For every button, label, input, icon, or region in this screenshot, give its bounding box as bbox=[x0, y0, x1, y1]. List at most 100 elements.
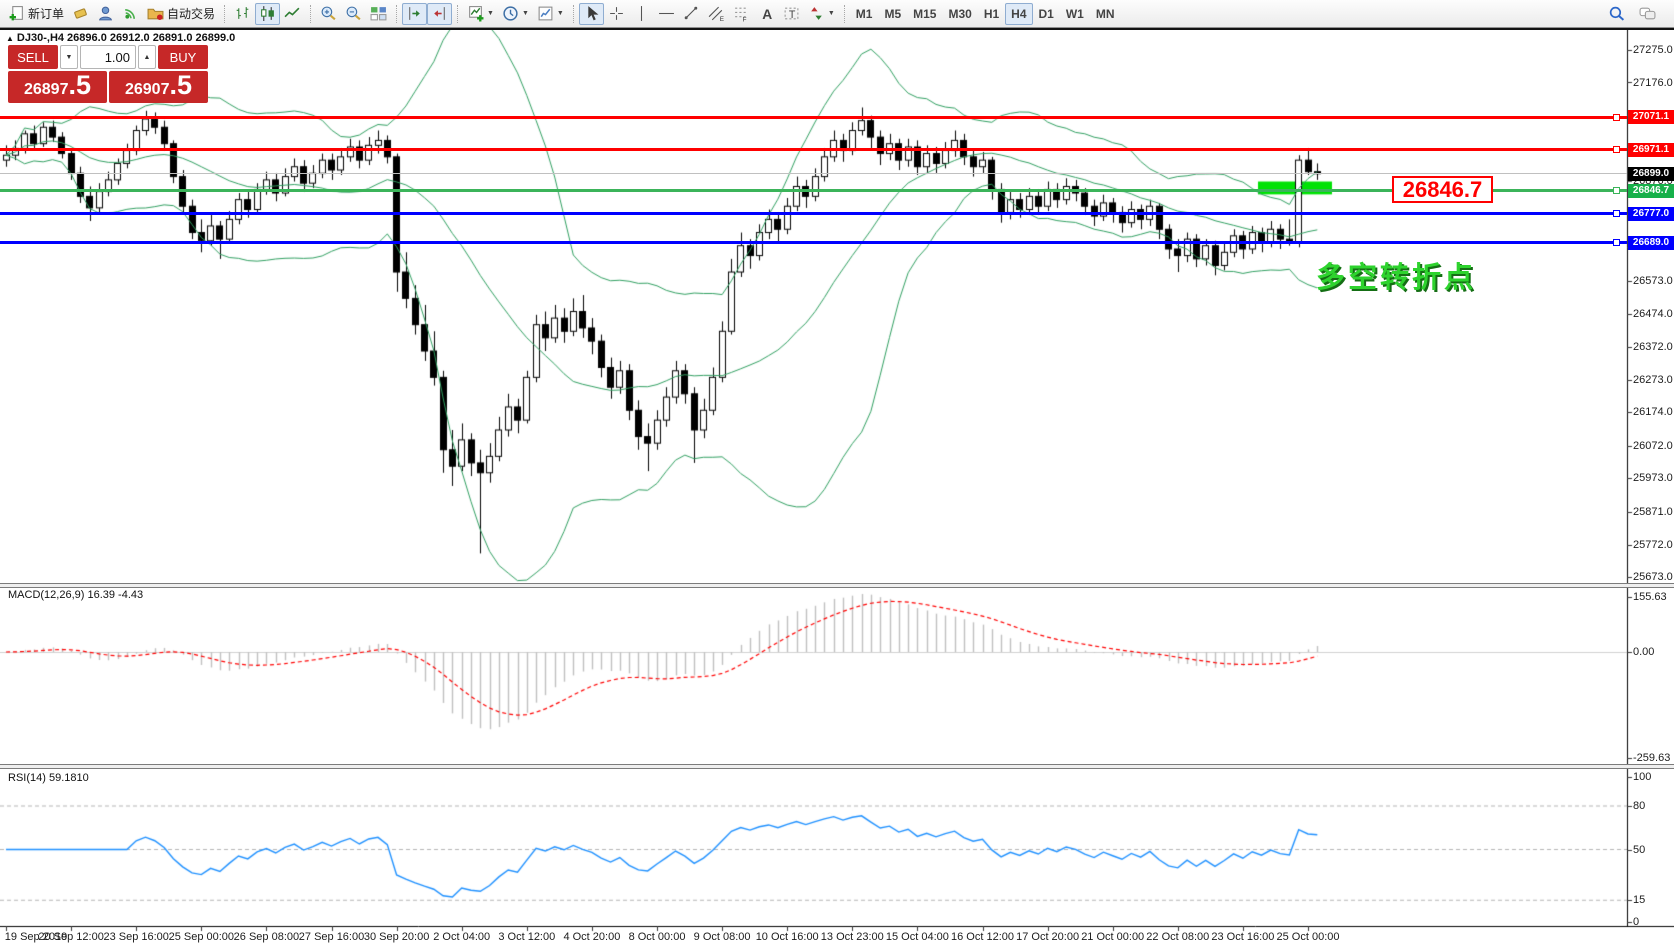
timeframe-m15-button[interactable]: M15 bbox=[907, 3, 942, 25]
chat-button[interactable] bbox=[1635, 3, 1660, 25]
resistance-line-27071[interactable] bbox=[0, 115, 1627, 119]
sell-price-tile[interactable]: 26897.5 bbox=[8, 71, 107, 103]
arrows-icon bbox=[808, 5, 825, 22]
zoom-out-button[interactable] bbox=[341, 3, 366, 25]
sell-price-main: 26897 bbox=[23, 81, 69, 98]
time-axis[interactable]: 19 Sep 2019 20 Sep 12:00 23 Sep 16:00 25 Se… bbox=[0, 928, 1627, 948]
timeframe-h1-button[interactable]: H1 bbox=[978, 3, 1005, 25]
periods-button[interactable]: ▼ bbox=[498, 3, 533, 25]
cross-icon bbox=[608, 5, 625, 22]
equidistant-channel-button[interactable] bbox=[704, 3, 729, 25]
arrows-button[interactable]: ▼ bbox=[804, 3, 839, 25]
eraser-button[interactable] bbox=[68, 3, 93, 25]
toolbar-separator bbox=[843, 4, 845, 23]
price-tick-label: 25772.0 bbox=[1633, 538, 1673, 551]
pivot-line-26846-anchor[interactable] bbox=[1613, 187, 1620, 195]
profile-button[interactable] bbox=[93, 3, 118, 25]
new-order-button-label: 新订单 bbox=[28, 7, 65, 21]
time-tick-label: 25 Sep 00:00 bbox=[168, 931, 235, 943]
text-label-button[interactable] bbox=[779, 3, 804, 25]
timeframe-m5-button[interactable]: M5 bbox=[878, 3, 907, 25]
symbol-ohlc-text: DJ30-,H4 26896.0 26912.0 26891.0 26899.0 bbox=[16, 32, 236, 44]
collapse-icon[interactable]: ▲ bbox=[6, 34, 14, 43]
resistance-line-26971[interactable] bbox=[0, 148, 1627, 152]
auto-scroll-button[interactable] bbox=[402, 2, 428, 25]
timeframe-m30-button[interactable]: M30 bbox=[942, 3, 977, 25]
chevron-down-icon: ▼ bbox=[521, 10, 529, 17]
pane-separator[interactable] bbox=[0, 583, 1674, 588]
zoomin-icon bbox=[320, 5, 337, 22]
vline-icon bbox=[633, 5, 650, 22]
current-price-line[interactable] bbox=[0, 173, 1627, 175]
support-line-26689[interactable] bbox=[0, 241, 1627, 245]
zoom-in-button[interactable] bbox=[316, 3, 341, 25]
signal-button[interactable] bbox=[118, 3, 143, 25]
rsi-scale-label: 100 bbox=[1633, 771, 1652, 783]
folder-icon bbox=[147, 5, 164, 22]
time-tick-label: 30 Sep 20:00 bbox=[363, 931, 430, 943]
auto-trading-button[interactable]: 自动交易 bbox=[143, 3, 219, 25]
price-tick-label: 26174.0 bbox=[1633, 406, 1673, 419]
chart-shift-button[interactable] bbox=[427, 2, 453, 25]
timeframe-mn-button[interactable]: MN bbox=[1090, 3, 1121, 25]
price-tick-label: 27176.0 bbox=[1633, 76, 1673, 89]
new-order-button[interactable]: 新订单 bbox=[4, 3, 68, 25]
bar-chart-button[interactable] bbox=[230, 3, 255, 25]
tile-windows-button[interactable] bbox=[366, 3, 391, 25]
trendline-button[interactable] bbox=[679, 3, 704, 25]
support-line-26689-anchor[interactable] bbox=[1613, 239, 1620, 247]
vertical-line-button[interactable] bbox=[629, 3, 654, 25]
buy-button[interactable]: BUY bbox=[158, 45, 208, 69]
text-button[interactable] bbox=[754, 3, 779, 25]
clock-icon bbox=[502, 5, 519, 22]
chevron-down-icon: ▼ bbox=[827, 10, 835, 17]
pane-separator[interactable] bbox=[0, 764, 1674, 769]
fibonacci-button[interactable] bbox=[729, 3, 754, 25]
time-tick-label: 20 Sep 12:00 bbox=[38, 931, 104, 943]
volume-decrease-button[interactable]: ▼ bbox=[60, 45, 78, 69]
buy-price-main: 26907 bbox=[124, 81, 170, 98]
buy-price-frac: .5 bbox=[169, 70, 193, 100]
price-axis[interactable]: 27275.027176.027077.026978.026876.026777… bbox=[1627, 28, 1674, 928]
turning-point-label[interactable]: 多空转折点 bbox=[1316, 262, 1477, 294]
timeframe-m1-button[interactable]: M1 bbox=[850, 3, 879, 25]
line-chart-button[interactable] bbox=[280, 3, 305, 25]
pivot-line-26846[interactable] bbox=[0, 189, 1627, 193]
one-click-trading-panel: SELL ▼ 1.00 ▲ BUY 26897.5 26907.5 bbox=[8, 45, 208, 103]
timeframe-m5-button-label: M5 bbox=[884, 6, 902, 21]
volume-increase-button[interactable]: ▲ bbox=[138, 45, 156, 69]
zoomout-icon bbox=[345, 5, 362, 22]
volume-input[interactable]: 1.00 bbox=[80, 45, 136, 69]
timeframe-d1-button-label: D1 bbox=[1038, 6, 1054, 21]
price-tick-label: 25973.0 bbox=[1633, 472, 1673, 485]
fibo-icon bbox=[733, 5, 750, 22]
timeframe-h4-button[interactable]: H4 bbox=[1005, 2, 1033, 25]
resistance-line-26971-badge: 26971.1 bbox=[1628, 142, 1674, 157]
resistance-line-27071-anchor[interactable] bbox=[1613, 113, 1620, 121]
time-tick-label: 15 Oct 04:00 bbox=[885, 931, 949, 943]
crosshair-button[interactable] bbox=[604, 3, 629, 25]
macd-label: MACD(12,26,9) 16.39 -4.43 bbox=[8, 589, 144, 601]
price-tick-label: 26273.0 bbox=[1633, 373, 1673, 386]
time-tick-label: 8 Oct 00:00 bbox=[628, 931, 686, 943]
candlestick-button[interactable] bbox=[255, 2, 281, 25]
resistance-line-26971-anchor[interactable] bbox=[1613, 146, 1620, 154]
price-annotation-box[interactable]: 26846.7 bbox=[1392, 176, 1493, 203]
indicators-icon bbox=[467, 5, 484, 22]
time-tick-label: 2 Oct 04:00 bbox=[433, 931, 491, 943]
rsi-scale-label: 0 bbox=[1633, 916, 1640, 928]
timeframe-w1-button[interactable]: W1 bbox=[1060, 3, 1090, 25]
horizontal-line-button[interactable] bbox=[654, 3, 679, 25]
support-line-26777-anchor[interactable] bbox=[1613, 210, 1620, 218]
timeframe-d1-button[interactable]: D1 bbox=[1033, 3, 1060, 25]
buy-price-tile[interactable]: 26907.5 bbox=[109, 71, 208, 103]
support-line-26777[interactable] bbox=[0, 212, 1627, 216]
sell-button[interactable]: SELL bbox=[8, 45, 58, 69]
person-icon bbox=[97, 5, 114, 22]
search-button[interactable] bbox=[1604, 3, 1629, 25]
cursor-button[interactable] bbox=[578, 2, 604, 25]
time-tick-label: 23 Sep 16:00 bbox=[103, 931, 169, 943]
indicators-button[interactable]: ▼ bbox=[463, 3, 498, 25]
templates-button[interactable]: ▼ bbox=[533, 3, 568, 25]
